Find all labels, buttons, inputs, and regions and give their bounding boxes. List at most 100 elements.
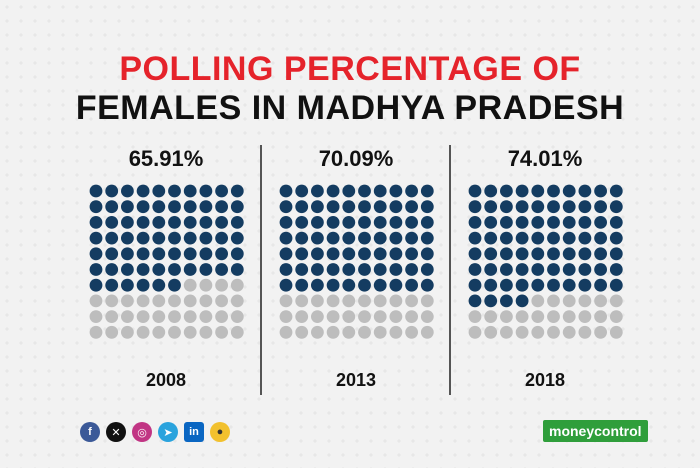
filled-dot <box>279 216 293 229</box>
filled-dot <box>609 278 623 292</box>
facebook-icon[interactable]: f <box>80 422 100 442</box>
filled-dot <box>136 216 150 229</box>
filled-dot <box>500 200 513 214</box>
filled-dot <box>578 263 592 276</box>
filled-dot <box>389 200 403 214</box>
filled-dot <box>484 247 498 261</box>
empty-dot <box>342 294 356 308</box>
filled-dot <box>547 231 560 245</box>
filled-dot <box>326 247 340 261</box>
filled-dot <box>121 184 134 198</box>
filled-dot <box>311 200 324 214</box>
empty-dot <box>562 325 576 339</box>
filled-dot <box>468 216 482 229</box>
linkedin-icon[interactable]: in <box>184 422 204 442</box>
filled-dot <box>342 247 356 261</box>
filled-dot <box>578 278 592 292</box>
filled-dot <box>515 184 529 198</box>
filled-dot <box>405 278 418 292</box>
panel-divider <box>449 145 451 395</box>
filled-dot <box>279 263 293 276</box>
filled-dot <box>420 216 434 229</box>
filled-dot <box>594 216 607 229</box>
filled-dot <box>183 263 197 276</box>
filled-dot <box>562 231 576 245</box>
filled-dot <box>215 231 229 245</box>
filled-dot <box>594 231 607 245</box>
empty-dot <box>594 310 607 323</box>
filled-dot <box>562 216 576 229</box>
filled-dot <box>373 263 387 276</box>
filled-dot <box>547 247 560 261</box>
filled-dot <box>121 278 134 292</box>
x-icon[interactable]: ✕ <box>106 422 126 442</box>
filled-dot <box>500 263 513 276</box>
filled-dot <box>105 216 119 229</box>
filled-dot <box>547 263 560 276</box>
filled-dot <box>89 200 103 214</box>
filled-dot <box>484 200 498 214</box>
filled-dot <box>311 247 324 261</box>
filled-dot <box>468 184 482 198</box>
filled-dot <box>531 278 545 292</box>
telegram-icon[interactable]: ➤ <box>158 422 178 442</box>
filled-dot <box>152 200 166 214</box>
empty-dot <box>136 325 150 339</box>
empty-dot <box>168 310 181 323</box>
empty-dot <box>152 310 166 323</box>
filled-dot <box>468 263 482 276</box>
koo-icon[interactable]: ● <box>210 422 230 442</box>
filled-dot <box>199 247 213 261</box>
filled-dot <box>468 247 482 261</box>
filled-dot <box>358 200 371 214</box>
filled-dot <box>468 278 482 292</box>
filled-dot <box>405 231 418 245</box>
filled-dot <box>389 263 403 276</box>
empty-dot <box>105 294 119 308</box>
filled-dot <box>484 184 498 198</box>
empty-dot <box>230 325 244 339</box>
empty-dot <box>230 278 244 292</box>
filled-dot <box>389 184 403 198</box>
empty-dot <box>121 294 134 308</box>
filled-dot <box>152 231 166 245</box>
panel-value-label: 74.01% <box>507 146 583 171</box>
filled-dot <box>105 184 119 198</box>
filled-dot <box>578 231 592 245</box>
empty-dot <box>215 310 229 323</box>
instagram-icon[interactable]: ◎ <box>132 422 152 442</box>
filled-dot <box>121 231 134 245</box>
filled-dot <box>279 278 293 292</box>
filled-dot <box>183 184 197 198</box>
empty-dot <box>547 325 560 339</box>
empty-dot <box>199 310 213 323</box>
filled-dot <box>326 278 340 292</box>
empty-dot <box>389 310 403 323</box>
filled-dot <box>295 263 309 276</box>
empty-dot <box>373 325 387 339</box>
filled-dot <box>609 263 623 276</box>
filled-dot <box>484 216 498 229</box>
filled-dot <box>562 200 576 214</box>
filled-dot <box>405 184 418 198</box>
filled-dot <box>468 294 482 308</box>
filled-dot <box>121 216 134 229</box>
empty-dot <box>168 325 181 339</box>
empty-dot <box>389 325 403 339</box>
filled-dot <box>515 278 529 292</box>
empty-dot <box>468 325 482 339</box>
filled-dot <box>531 231 545 245</box>
filled-dot <box>594 278 607 292</box>
filled-dot <box>500 216 513 229</box>
empty-dot <box>609 325 623 339</box>
filled-dot <box>230 184 244 198</box>
filled-dot <box>152 263 166 276</box>
filled-dot <box>578 216 592 229</box>
filled-dot <box>279 184 293 198</box>
filled-dot <box>342 231 356 245</box>
filled-dot <box>468 200 482 214</box>
filled-dot <box>136 184 150 198</box>
empty-dot <box>420 310 434 323</box>
empty-dot <box>311 325 324 339</box>
filled-dot <box>136 200 150 214</box>
